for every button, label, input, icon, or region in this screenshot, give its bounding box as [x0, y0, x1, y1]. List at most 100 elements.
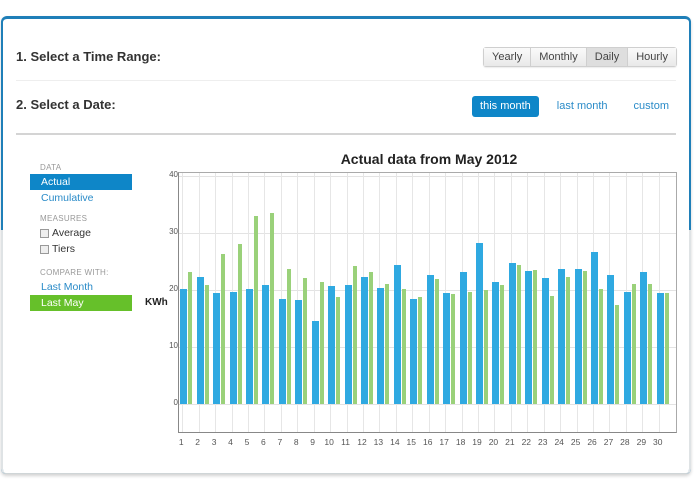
- date-selector: this month last month custom: [472, 96, 677, 117]
- x-tick-label: 4: [228, 437, 233, 447]
- grid-line: [313, 173, 315, 432]
- actual-bar[interactable]: [295, 300, 303, 404]
- actual-bar[interactable]: [574, 268, 582, 404]
- time-range-yearly-button[interactable]: Yearly: [484, 48, 531, 66]
- compare-bar[interactable]: [418, 296, 423, 404]
- time-range-title: 1. Select a Time Range:: [16, 49, 161, 64]
- date-this-month-button[interactable]: this month: [472, 96, 539, 117]
- sidebar-item-actual[interactable]: Actual: [30, 174, 132, 190]
- compare-bar[interactable]: [549, 295, 554, 404]
- compare-bar[interactable]: [664, 292, 669, 404]
- actual-bar[interactable]: [591, 251, 599, 404]
- x-tick-label: 26: [587, 437, 597, 447]
- x-tick-label: 17: [439, 437, 449, 447]
- actual-bar[interactable]: [278, 299, 286, 404]
- actual-bar[interactable]: [180, 288, 188, 404]
- actual-bar[interactable]: [328, 286, 336, 404]
- x-tick-label: 10: [324, 437, 334, 447]
- compare-bar[interactable]: [533, 270, 538, 404]
- compare-bar[interactable]: [516, 264, 521, 404]
- actual-bar[interactable]: [623, 292, 631, 404]
- actual-bar[interactable]: [393, 264, 401, 404]
- actual-bar[interactable]: [344, 284, 352, 404]
- x-tick-label: 12: [357, 437, 367, 447]
- compare-bar[interactable]: [368, 271, 373, 404]
- actual-bar[interactable]: [410, 299, 418, 404]
- x-tick-label: 28: [620, 437, 630, 447]
- actual-bar[interactable]: [426, 275, 434, 404]
- y-tick-label: 20: [169, 284, 178, 293]
- checkbox-icon[interactable]: [40, 244, 49, 254]
- actual-bar[interactable]: [656, 292, 664, 404]
- actual-bar[interactable]: [311, 320, 319, 404]
- compare-bar[interactable]: [270, 213, 275, 404]
- time-range-monthly-button[interactable]: Monthly: [530, 48, 586, 66]
- compare-bar[interactable]: [237, 243, 242, 404]
- compare-bar[interactable]: [319, 282, 324, 404]
- actual-bar[interactable]: [492, 282, 500, 404]
- x-tick-label: 22: [521, 437, 532, 447]
- compare-bar[interactable]: [385, 283, 390, 404]
- compare-bar[interactable]: [434, 279, 439, 404]
- actual-bar[interactable]: [558, 268, 566, 404]
- compare-last-month[interactable]: Last Month: [41, 281, 93, 293]
- compare-bar[interactable]: [484, 290, 489, 404]
- compare-bar[interactable]: [500, 284, 505, 404]
- date-custom-button[interactable]: custom: [633, 100, 669, 112]
- actual-bar[interactable]: [525, 271, 533, 404]
- compare-bar[interactable]: [615, 304, 620, 404]
- actual-bar[interactable]: [443, 292, 451, 404]
- compare-bar[interactable]: [451, 293, 456, 404]
- x-tick-label: 6: [261, 437, 266, 447]
- time-range-daily-button[interactable]: Daily: [585, 48, 628, 66]
- date-last-month-button[interactable]: last month: [556, 100, 608, 112]
- sidebar: DATA Actual Cumulative MEASURES Average Ti…: [30, 162, 132, 311]
- x-tick-label: 15: [406, 437, 417, 447]
- x-tick-label: 19: [472, 437, 482, 447]
- actual-bar[interactable]: [476, 243, 484, 404]
- compare-bar[interactable]: [582, 271, 587, 404]
- actual-bar[interactable]: [459, 272, 467, 404]
- compare-bar[interactable]: [631, 283, 636, 404]
- actual-bar[interactable]: [640, 272, 648, 404]
- actual-bar[interactable]: [541, 278, 549, 404]
- compare-bar[interactable]: [599, 288, 604, 404]
- time-range-selector: Yearly Monthly Daily Hourly: [483, 47, 677, 67]
- measure-tiers-checkbox[interactable]: Tiers: [30, 241, 132, 257]
- compare-bar[interactable]: [401, 288, 406, 404]
- time-range-hourly-button[interactable]: Hourly: [627, 48, 676, 66]
- x-tick-label: 21: [505, 437, 515, 447]
- compare-bar[interactable]: [336, 296, 341, 404]
- compare-bar[interactable]: [221, 254, 226, 404]
- x-tick-label: 20: [488, 437, 499, 447]
- compare-bar[interactable]: [566, 276, 571, 404]
- actual-bar[interactable]: [213, 292, 221, 404]
- compare-bar[interactable]: [188, 271, 193, 404]
- compare-bar[interactable]: [253, 215, 258, 404]
- actual-bar[interactable]: [508, 263, 516, 404]
- actual-bar[interactable]: [360, 276, 368, 404]
- x-tick-label: 2: [195, 437, 200, 447]
- x-tick-label: 1: [178, 437, 184, 447]
- checkbox-icon[interactable]: [40, 228, 49, 238]
- checkbox-label: Tiers: [52, 243, 75, 255]
- compare-bar[interactable]: [352, 266, 357, 404]
- actual-bar[interactable]: [196, 276, 204, 404]
- compare-bar[interactable]: [467, 291, 472, 404]
- measure-average-checkbox[interactable]: Average: [30, 225, 132, 241]
- sidebar-item-cumulative[interactable]: Cumulative: [41, 192, 94, 204]
- actual-bar[interactable]: [245, 289, 253, 404]
- y-tick-label: 30: [169, 227, 178, 236]
- compare-bar[interactable]: [204, 284, 209, 404]
- compare-bar[interactable]: [286, 268, 291, 404]
- actual-bar[interactable]: [607, 275, 615, 404]
- divider: [16, 80, 676, 81]
- compare-caption: COMPARE WITH:: [40, 268, 109, 277]
- compare-bar[interactable]: [648, 283, 653, 404]
- compare-last-may[interactable]: Last May: [30, 295, 132, 311]
- compare-bar[interactable]: [303, 278, 308, 404]
- actual-bar[interactable]: [229, 292, 237, 404]
- actual-bar[interactable]: [262, 284, 270, 404]
- actual-bar[interactable]: [377, 288, 385, 404]
- checkbox-label: Average: [52, 227, 91, 239]
